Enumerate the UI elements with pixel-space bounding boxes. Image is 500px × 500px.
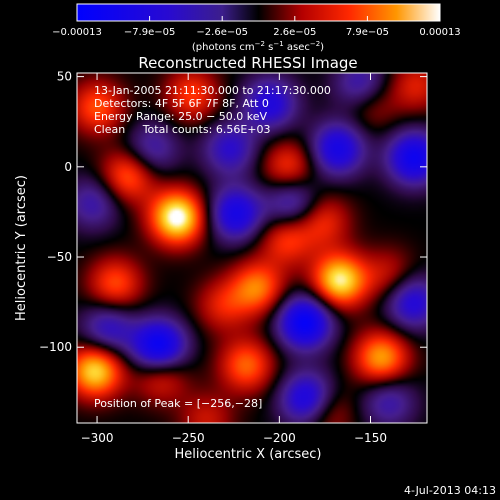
x-axis-label: Heliocentric X (arcsec) — [175, 447, 322, 462]
peak-position-label: Position of Peak = [−256,−28] — [94, 397, 262, 410]
colorbar-tick-label: 0.00013 — [419, 27, 460, 38]
info-clean-counts: Clean Total counts: 6.56E+03 — [94, 123, 271, 136]
footer-date: 4-Jul-2013 04:13 — [404, 484, 496, 497]
colorbar: −0.00013 −7.9e−05 −2.6e−05 2.6e−05 7.9e−05 0.… — [52, 3, 461, 53]
chart-title: Reconstructed RHESSI Image — [138, 54, 357, 72]
y-axis-ticks: 50 0 −50 −100 — [39, 70, 427, 354]
y-tick-label: 50 — [57, 70, 72, 84]
heatmap-image — [77, 73, 427, 423]
colorbar-ticks — [76, 16, 441, 21]
info-block: 13-Jan-2005 21:11:30.000 to 21:17:30.000… — [94, 84, 331, 136]
y-axis-label: Heliocentric Y (arcsec) — [14, 175, 29, 321]
info-time-range: 13-Jan-2005 21:11:30.000 to 21:17:30.000 — [94, 84, 331, 97]
colorbar-tick-label: 7.9e−05 — [346, 27, 389, 38]
x-tick-label: −200 — [263, 431, 296, 445]
colorbar-tick-label: −7.9e−05 — [124, 27, 176, 38]
colorbar-gradient — [76, 3, 441, 22]
y-tick-label: −100 — [39, 340, 72, 354]
plot-frame — [76, 72, 428, 424]
x-axis-ticks: −300 −250 −200 −150 — [81, 73, 387, 445]
info-energy-range: Energy Range: 25.0 − 50.0 keV — [94, 110, 268, 123]
y-tick-label: 0 — [64, 160, 72, 174]
colorbar-tick-label: −2.6e−05 — [196, 27, 248, 38]
y-tick-label: −50 — [47, 250, 72, 264]
x-tick-label: −300 — [81, 431, 114, 445]
colorbar-tick-label: −0.00013 — [52, 27, 102, 38]
x-tick-label: −150 — [354, 431, 387, 445]
info-detectors: Detectors: 4F 5F 6F 7F 8F, Att 0 — [94, 97, 269, 110]
colorbar-tick-labels: −0.00013 −7.9e−05 −2.6e−05 2.6e−05 7.9e−05 0.… — [52, 27, 461, 38]
colorbar-tick-label: 2.6e−05 — [273, 27, 316, 38]
colorbar-unit-label: (photons cm−2 s−1 asec−2) — [192, 40, 324, 53]
x-tick-label: −250 — [172, 431, 205, 445]
